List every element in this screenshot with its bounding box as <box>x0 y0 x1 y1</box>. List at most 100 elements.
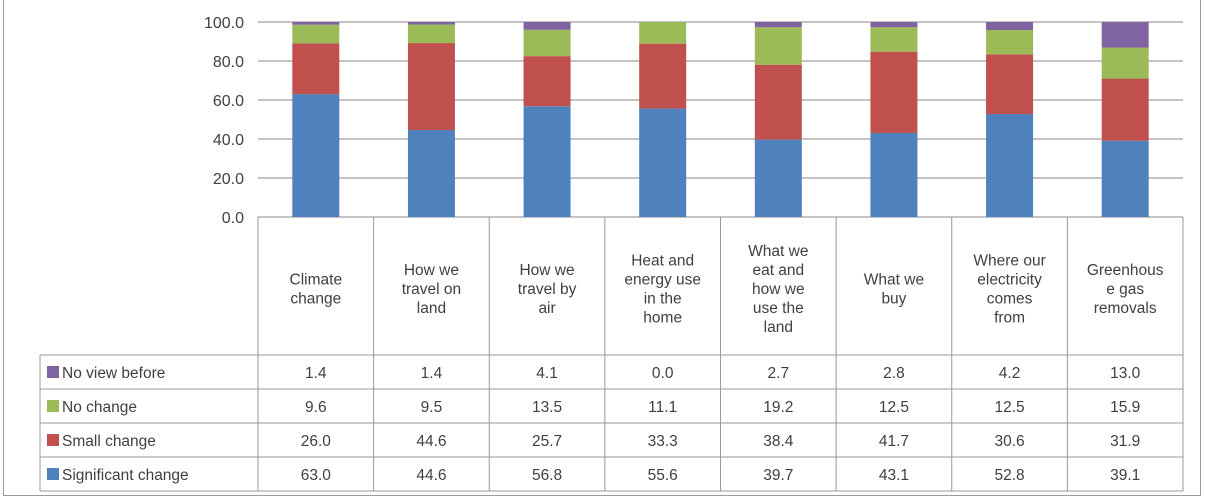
bar-segment-small-change <box>292 43 340 95</box>
legend-key <box>47 434 59 446</box>
bar-segment-no-change <box>986 29 1034 55</box>
bar-segment-no-view-before <box>754 22 802 28</box>
x-category-label: How we <box>519 262 574 279</box>
x-category-label: travel by <box>518 281 577 298</box>
bar-segment-small-change <box>870 51 918 133</box>
x-category-label: eat and <box>752 262 804 279</box>
bar-segment-significant-change <box>1101 140 1149 217</box>
table-cell-value: 55.6 <box>648 467 678 484</box>
bar-segment-small-change <box>1101 78 1149 141</box>
y-tick-label: 0.0 <box>222 210 244 227</box>
chart-frame <box>3 0 1201 496</box>
x-category-label: Heat and <box>631 253 694 270</box>
table-cell-value: 39.1 <box>1110 467 1140 484</box>
bars <box>292 22 1149 217</box>
bar-segment-no-change <box>523 29 571 57</box>
x-category-label: Where our <box>973 253 1045 270</box>
legend-label: No view before <box>62 365 165 382</box>
table-cell-value: 2.7 <box>768 365 790 382</box>
bar-segment-no-view-before <box>870 22 918 28</box>
table-cell-value: 56.8 <box>532 467 562 484</box>
gridlines: 0.0 20.0 40.0 60.0 80.0 100.0 <box>204 15 1183 227</box>
legend-label: Significant change <box>62 467 189 484</box>
bar-segment-small-change <box>523 56 571 107</box>
x-category-label: What we <box>864 272 924 289</box>
legend-key <box>47 468 59 480</box>
x-category-label: how we <box>752 281 805 298</box>
x-category-label: How we <box>404 262 459 279</box>
table-cell-value: 0.0 <box>652 365 674 382</box>
x-category-label: removals <box>1094 300 1157 317</box>
bar-segment-small-change <box>986 54 1034 115</box>
table-cell-value: 44.6 <box>416 467 446 484</box>
legend-key <box>47 366 59 378</box>
bar-segment-no-change <box>407 24 455 44</box>
bar-segment-no-change <box>292 24 340 44</box>
table-cell-value: 9.6 <box>305 399 327 416</box>
y-tick-label: 60.0 <box>213 93 244 110</box>
bar-segment-no-change <box>1101 47 1149 79</box>
table-cell-value: 52.8 <box>994 467 1024 484</box>
x-category-label: Climate <box>290 272 343 289</box>
table-cell-value: 4.1 <box>536 365 558 382</box>
x-category-label: energy use <box>624 272 701 289</box>
table-cell-value: 30.6 <box>994 433 1024 450</box>
table-cell-value: 33.3 <box>648 433 678 450</box>
table-cell-value: 2.8 <box>883 365 905 382</box>
bar-segment-no-change <box>639 22 687 44</box>
bar-segment-small-change <box>754 64 802 140</box>
x-category-label: electricity <box>977 272 1042 289</box>
table-cell-value: 4.2 <box>999 365 1021 382</box>
bar-segment-no-view-before <box>986 22 1034 30</box>
table-cell-value: 19.2 <box>763 399 793 416</box>
table-cell-value: 11.1 <box>648 399 677 416</box>
x-category-label: home <box>643 310 682 327</box>
table-cell-value: 25.7 <box>532 433 562 450</box>
x-category-label: comes <box>987 291 1033 308</box>
y-tick-label: 100.0 <box>204 15 244 32</box>
x-category-label: land <box>417 300 446 317</box>
table-cell-value: 39.7 <box>763 467 793 484</box>
bar-segment-significant-change <box>407 130 455 217</box>
x-category-label: Greenhous <box>1087 262 1164 279</box>
x-category-label: use the <box>753 300 804 317</box>
table-cell-value: 15.9 <box>1110 399 1140 416</box>
bar-segment-significant-change <box>754 139 802 217</box>
bar-segment-significant-change <box>523 106 571 217</box>
bar-segment-small-change <box>407 43 455 131</box>
y-tick-label: 40.0 <box>213 132 244 149</box>
bar-segment-significant-change <box>986 114 1034 217</box>
table-cell-value: 1.4 <box>305 365 327 382</box>
table-cell-value: 41.7 <box>879 433 909 450</box>
data-table: Climate change How we travel on land How we tr… <box>39 217 1184 492</box>
table-cell-value: 12.5 <box>879 399 909 416</box>
x-category-label: air <box>538 300 555 317</box>
table-cell-value: 31.9 <box>1110 433 1140 450</box>
bar-segment-significant-change <box>870 132 918 217</box>
table-cell-value: 13.5 <box>532 399 562 416</box>
x-category-label: from <box>994 310 1025 327</box>
x-category-label: travel on <box>402 281 461 298</box>
table-cell-value: 1.4 <box>421 365 443 382</box>
bar-segment-significant-change <box>292 94 340 217</box>
x-category-label: in the <box>644 291 682 308</box>
legend-label: No change <box>62 399 137 416</box>
y-tick-label: 20.0 <box>213 171 244 188</box>
bar-segment-no-change <box>870 27 918 52</box>
table-cell-value: 63.0 <box>301 467 332 484</box>
legend-key <box>47 400 59 412</box>
x-category-label: What we <box>748 243 808 260</box>
bar-segment-no-view-before <box>407 22 455 25</box>
bar-segment-no-view-before <box>1101 22 1149 48</box>
x-category-label: buy <box>881 291 906 308</box>
table-cell-value: 12.5 <box>994 399 1024 416</box>
x-category-label: e gas <box>1106 281 1144 298</box>
x-category-label: change <box>290 291 341 308</box>
bar-segment-no-view-before <box>523 22 571 30</box>
bar-segment-significant-change <box>639 108 687 217</box>
bar-segment-no-change <box>754 27 802 65</box>
table-cell-value: 13.0 <box>1110 365 1141 382</box>
legend-label: Small change <box>62 433 156 450</box>
table-cell-value: 26.0 <box>301 433 332 450</box>
